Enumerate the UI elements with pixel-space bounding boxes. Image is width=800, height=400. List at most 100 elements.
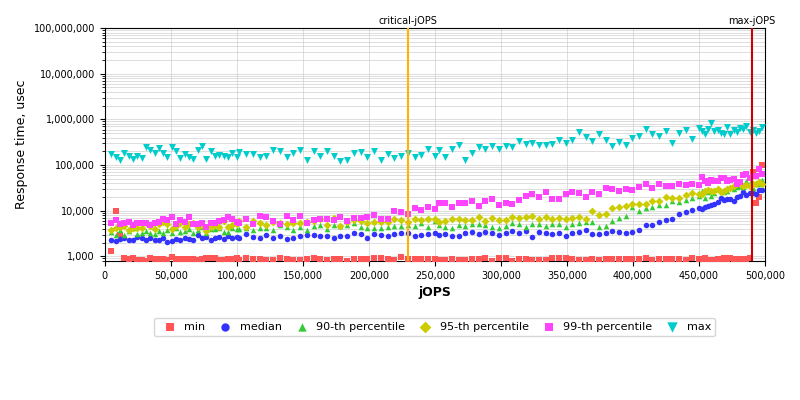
median	[619, 230, 632, 236]
90-th percentile	[711, 186, 724, 192]
99-th percentile	[260, 214, 273, 220]
min	[294, 257, 306, 263]
90-th percentile	[230, 225, 243, 232]
max	[566, 137, 578, 143]
max	[646, 131, 658, 137]
min	[459, 256, 472, 263]
min	[714, 257, 727, 263]
median	[673, 211, 686, 217]
95-th percentile	[307, 218, 320, 224]
90-th percentile	[479, 222, 492, 229]
median	[746, 190, 759, 196]
median	[493, 231, 506, 238]
median	[209, 235, 222, 241]
95-th percentile	[633, 201, 646, 207]
max	[118, 149, 130, 156]
median	[546, 230, 558, 237]
max	[705, 120, 718, 126]
95-th percentile	[705, 188, 718, 194]
median	[266, 235, 279, 241]
min	[422, 256, 434, 262]
90-th percentile	[756, 177, 769, 183]
median	[679, 208, 692, 215]
99-th percentile	[666, 183, 678, 189]
95-th percentile	[499, 216, 512, 223]
90-th percentile	[673, 199, 686, 206]
median	[721, 196, 734, 202]
90-th percentile	[334, 223, 347, 230]
min	[673, 256, 686, 262]
99-th percentile	[750, 173, 762, 180]
95-th percentile	[619, 202, 632, 209]
max	[714, 130, 727, 136]
99-th percentile	[619, 186, 632, 192]
90-th percentile	[222, 229, 234, 235]
90-th percentile	[374, 225, 387, 232]
median	[204, 236, 217, 243]
99-th percentile	[274, 221, 286, 227]
max	[679, 127, 692, 133]
99-th percentile	[394, 209, 407, 216]
median	[753, 187, 766, 193]
max	[579, 133, 592, 140]
min	[314, 256, 326, 262]
95-th percentile	[659, 194, 672, 200]
median	[294, 232, 306, 239]
median	[573, 229, 586, 236]
median	[486, 230, 498, 236]
95-th percentile	[639, 201, 652, 208]
max	[382, 150, 394, 157]
99-th percentile	[327, 216, 340, 223]
99-th percentile	[196, 220, 209, 226]
99-th percentile	[679, 182, 692, 188]
max	[718, 131, 730, 138]
99-th percentile	[702, 179, 714, 186]
99-th percentile	[479, 198, 492, 204]
90-th percentile	[439, 224, 452, 231]
90-th percentile	[280, 224, 293, 230]
90-th percentile	[240, 225, 253, 232]
95-th percentile	[453, 216, 466, 222]
95-th percentile	[593, 212, 606, 218]
95-th percentile	[586, 208, 598, 214]
99-th percentile	[606, 185, 618, 192]
90-th percentile	[553, 221, 566, 228]
max	[233, 149, 246, 156]
95-th percentile	[613, 204, 626, 210]
min	[737, 256, 750, 262]
90-th percentile	[559, 224, 572, 230]
99-th percentile	[746, 173, 759, 179]
99-th percentile	[513, 196, 526, 203]
median	[408, 232, 421, 239]
90-th percentile	[753, 181, 766, 187]
90-th percentile	[341, 222, 354, 229]
min	[506, 258, 518, 264]
99-th percentile	[566, 189, 578, 196]
min	[693, 256, 706, 262]
95-th percentile	[274, 220, 286, 226]
min	[679, 257, 692, 263]
99-th percentile	[122, 219, 135, 225]
95-th percentile	[230, 220, 243, 227]
max	[354, 149, 367, 156]
median	[453, 233, 466, 239]
min	[593, 257, 606, 263]
95-th percentile	[506, 214, 518, 220]
max	[402, 150, 414, 156]
90-th percentile	[519, 224, 532, 230]
90-th percentile	[599, 223, 612, 229]
90-th percentile	[743, 180, 756, 186]
max	[347, 150, 360, 156]
95-th percentile	[161, 220, 174, 227]
max	[105, 151, 118, 157]
median	[708, 200, 721, 207]
90-th percentile	[429, 217, 442, 224]
max	[178, 151, 191, 157]
90-th percentile	[606, 218, 618, 224]
min	[519, 256, 532, 263]
99-th percentile	[711, 178, 724, 184]
max	[639, 126, 652, 132]
90-th percentile	[740, 178, 753, 184]
median	[633, 226, 646, 233]
min	[553, 255, 566, 262]
